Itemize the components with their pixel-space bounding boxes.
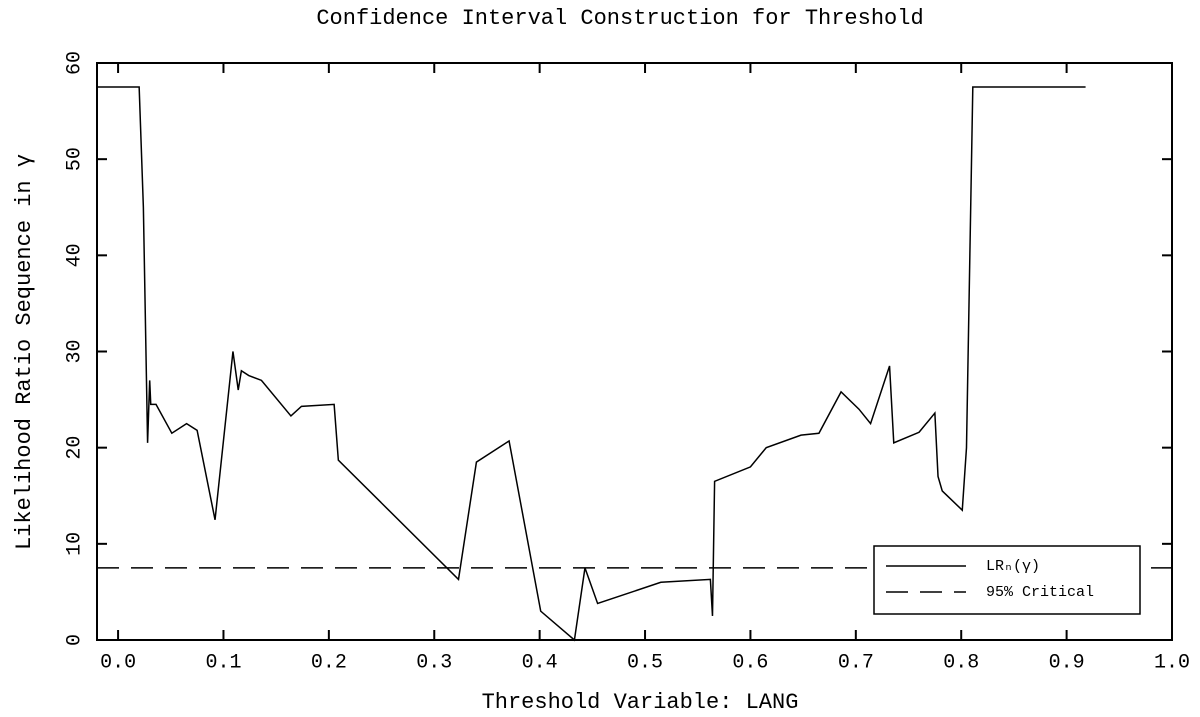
y-tick-label: 60 bbox=[63, 51, 86, 75]
y-axis-label: Likelihood Ratio Sequence in γ bbox=[12, 154, 37, 550]
x-tick-label: 0.4 bbox=[522, 651, 558, 674]
series-line bbox=[97, 86, 1086, 642]
y-tick-label: 0 bbox=[63, 634, 86, 646]
chart-title: Confidence Interval Construction for Thr… bbox=[316, 6, 923, 31]
x-tick-label: 1.0 bbox=[1154, 651, 1190, 674]
x-tick-label: 0.0 bbox=[100, 651, 136, 674]
legend-label: LRₙ(γ) bbox=[986, 558, 1040, 575]
legend-box bbox=[873, 545, 1141, 615]
x-tick-label: 0.7 bbox=[838, 651, 874, 674]
y-tick-label: 40 bbox=[63, 243, 86, 267]
legend-label: 95% Critical bbox=[986, 584, 1094, 601]
x-tick-label: 0.1 bbox=[205, 651, 241, 674]
x-tick-label: 0.6 bbox=[732, 651, 768, 674]
x-tick-label: 0.9 bbox=[1049, 651, 1085, 674]
y-tick-label: 10 bbox=[63, 532, 86, 556]
x-tick-label: 0.8 bbox=[943, 651, 979, 674]
x-axis-label: Threshold Variable: LANG bbox=[482, 690, 799, 715]
y-tick-label: 50 bbox=[63, 147, 86, 171]
x-tick-label: 0.2 bbox=[311, 651, 347, 674]
x-tick-label: 0.3 bbox=[416, 651, 452, 674]
y-tick-label: 30 bbox=[63, 339, 86, 363]
x-tick-label: 0.5 bbox=[627, 651, 663, 674]
y-tick-label: 20 bbox=[63, 436, 86, 460]
